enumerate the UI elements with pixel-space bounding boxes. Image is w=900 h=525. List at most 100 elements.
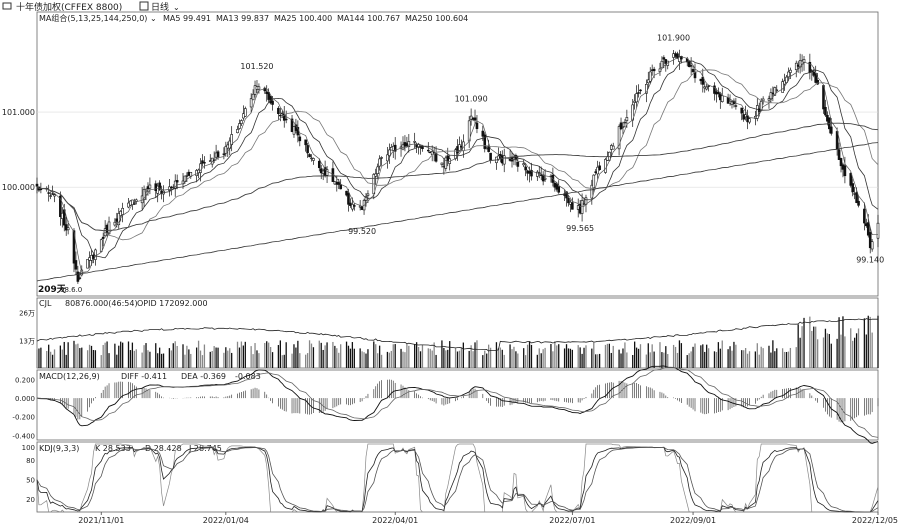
candle-body [317, 160, 321, 169]
x-tick-label: 2022/12/05 [852, 516, 898, 525]
candle-body [713, 85, 716, 94]
candle-body [676, 53, 679, 59]
kdj-y-tick: 20 [26, 496, 35, 504]
candle-body [660, 60, 664, 69]
chevron-down-icon[interactable]: ⌄ [173, 3, 180, 12]
candle-body [843, 165, 847, 177]
candle-body [263, 87, 267, 92]
candle-body [637, 92, 640, 94]
candle-body [524, 166, 527, 171]
price-y-tick: 100.000 [2, 183, 35, 192]
candle-body [388, 149, 391, 156]
price-y-tick: 101.000 [2, 108, 35, 117]
candle-body [837, 149, 841, 160]
macd-y-tick: 0.000 [15, 395, 35, 403]
candle-body [47, 192, 50, 194]
ma13-line [36, 60, 879, 259]
candle-body [580, 200, 584, 214]
candle-body [598, 165, 601, 170]
candle-body [543, 177, 547, 180]
candle-body [121, 207, 124, 215]
ma-legend-item: MA13 99.837 [216, 14, 269, 23]
kdj-k-line [36, 446, 879, 513]
ma-group-label[interactable]: MA组合(5,13,25,144,250,0) [39, 13, 147, 23]
candle-body [785, 76, 788, 83]
candle-body [536, 171, 539, 177]
candle-body [230, 134, 233, 145]
price-annotation: 101.090 [455, 94, 488, 103]
candle-body [635, 93, 638, 103]
candle-body [158, 182, 161, 190]
candle-body [49, 195, 52, 197]
candle-body [386, 154, 389, 162]
candle-body [101, 236, 105, 239]
candle-body [592, 174, 596, 189]
x-tick-label: 2022/07/01 [549, 516, 595, 525]
macd-y-tick: -0.400 [12, 432, 35, 440]
ma144-line [36, 122, 879, 232]
candle-body [284, 118, 288, 121]
candle-body [857, 200, 860, 206]
candle-body [216, 151, 220, 158]
period-icon[interactable] [139, 1, 149, 11]
candle-body [870, 241, 874, 250]
header-bar: 十年债加权(CFFEX 8800) 日线 ⌄ [0, 0, 900, 13]
candle-body [72, 230, 76, 264]
candle-body [238, 123, 241, 129]
chart-title: 十年债加权(CFFEX 8800) [16, 1, 122, 13]
candle-body [475, 122, 479, 129]
candle-body [571, 202, 574, 210]
candle-body [380, 157, 383, 159]
candle-body [86, 259, 89, 269]
macd-y-tick: 0.200 [15, 376, 35, 384]
candle-body [829, 126, 833, 134]
macd-value: -0.083 [235, 372, 261, 381]
candle-body [849, 173, 853, 186]
kdj-panel: KDJ(9,3,3) K 28.533 D 28.428 J 28.745100805… [22, 443, 879, 513]
candle-body [787, 71, 790, 78]
candle-body [185, 175, 189, 177]
candle-body [522, 163, 525, 166]
candle-body [773, 87, 777, 96]
candle-body [347, 192, 350, 205]
candle-body [282, 113, 286, 121]
candle-body [312, 158, 315, 161]
kdj-d-line [36, 446, 879, 513]
candle-body [701, 76, 705, 85]
candle-body [290, 118, 294, 132]
candle-body [277, 107, 280, 115]
candle-body [35, 183, 39, 187]
candle-body [337, 181, 341, 185]
candle-body [617, 126, 621, 150]
candle-body [78, 277, 82, 279]
menu-icon[interactable] [2, 2, 12, 10]
candle-body [473, 117, 477, 121]
macd-label[interactable]: MACD(12,26,9) [39, 372, 100, 381]
candle-body [596, 166, 599, 175]
ma-legend: MA组合(5,13,25,144,250,0) ⌄ MA5 99.491 MA13… [39, 13, 468, 23]
candle-body [107, 221, 111, 235]
ma25-line [36, 69, 879, 241]
price-annotation: 101.900 [657, 34, 690, 43]
candle-body [565, 191, 568, 199]
candle-body [224, 146, 228, 154]
price-annotation: 99.140 [856, 256, 884, 265]
candle-body [781, 81, 784, 93]
candle-body [64, 224, 68, 231]
candle-body [611, 145, 615, 150]
volume-panel: CJL 80876.000(46:54) OPID 172092.000 26万 13万 [19, 299, 879, 368]
candle-body [789, 69, 792, 73]
candle-body [868, 232, 872, 249]
ma250-line [36, 142, 879, 282]
low-label: 98.6.0 [60, 286, 82, 294]
candle-body [446, 155, 450, 161]
price-annotation: 99.565 [566, 224, 594, 233]
ma-legend-item: MA144 100.767 [337, 14, 400, 23]
kdj-label[interactable]: KDJ(9,3,3) [39, 444, 79, 453]
volume-label[interactable]: CJL [39, 299, 52, 308]
period-label[interactable]: 日线 [151, 1, 169, 13]
ma-legend-item: MA25 100.400 [274, 14, 332, 23]
chevron-down-icon[interactable]: ⌄ [150, 14, 157, 23]
candle-body [440, 162, 444, 165]
candle-body [748, 118, 751, 123]
